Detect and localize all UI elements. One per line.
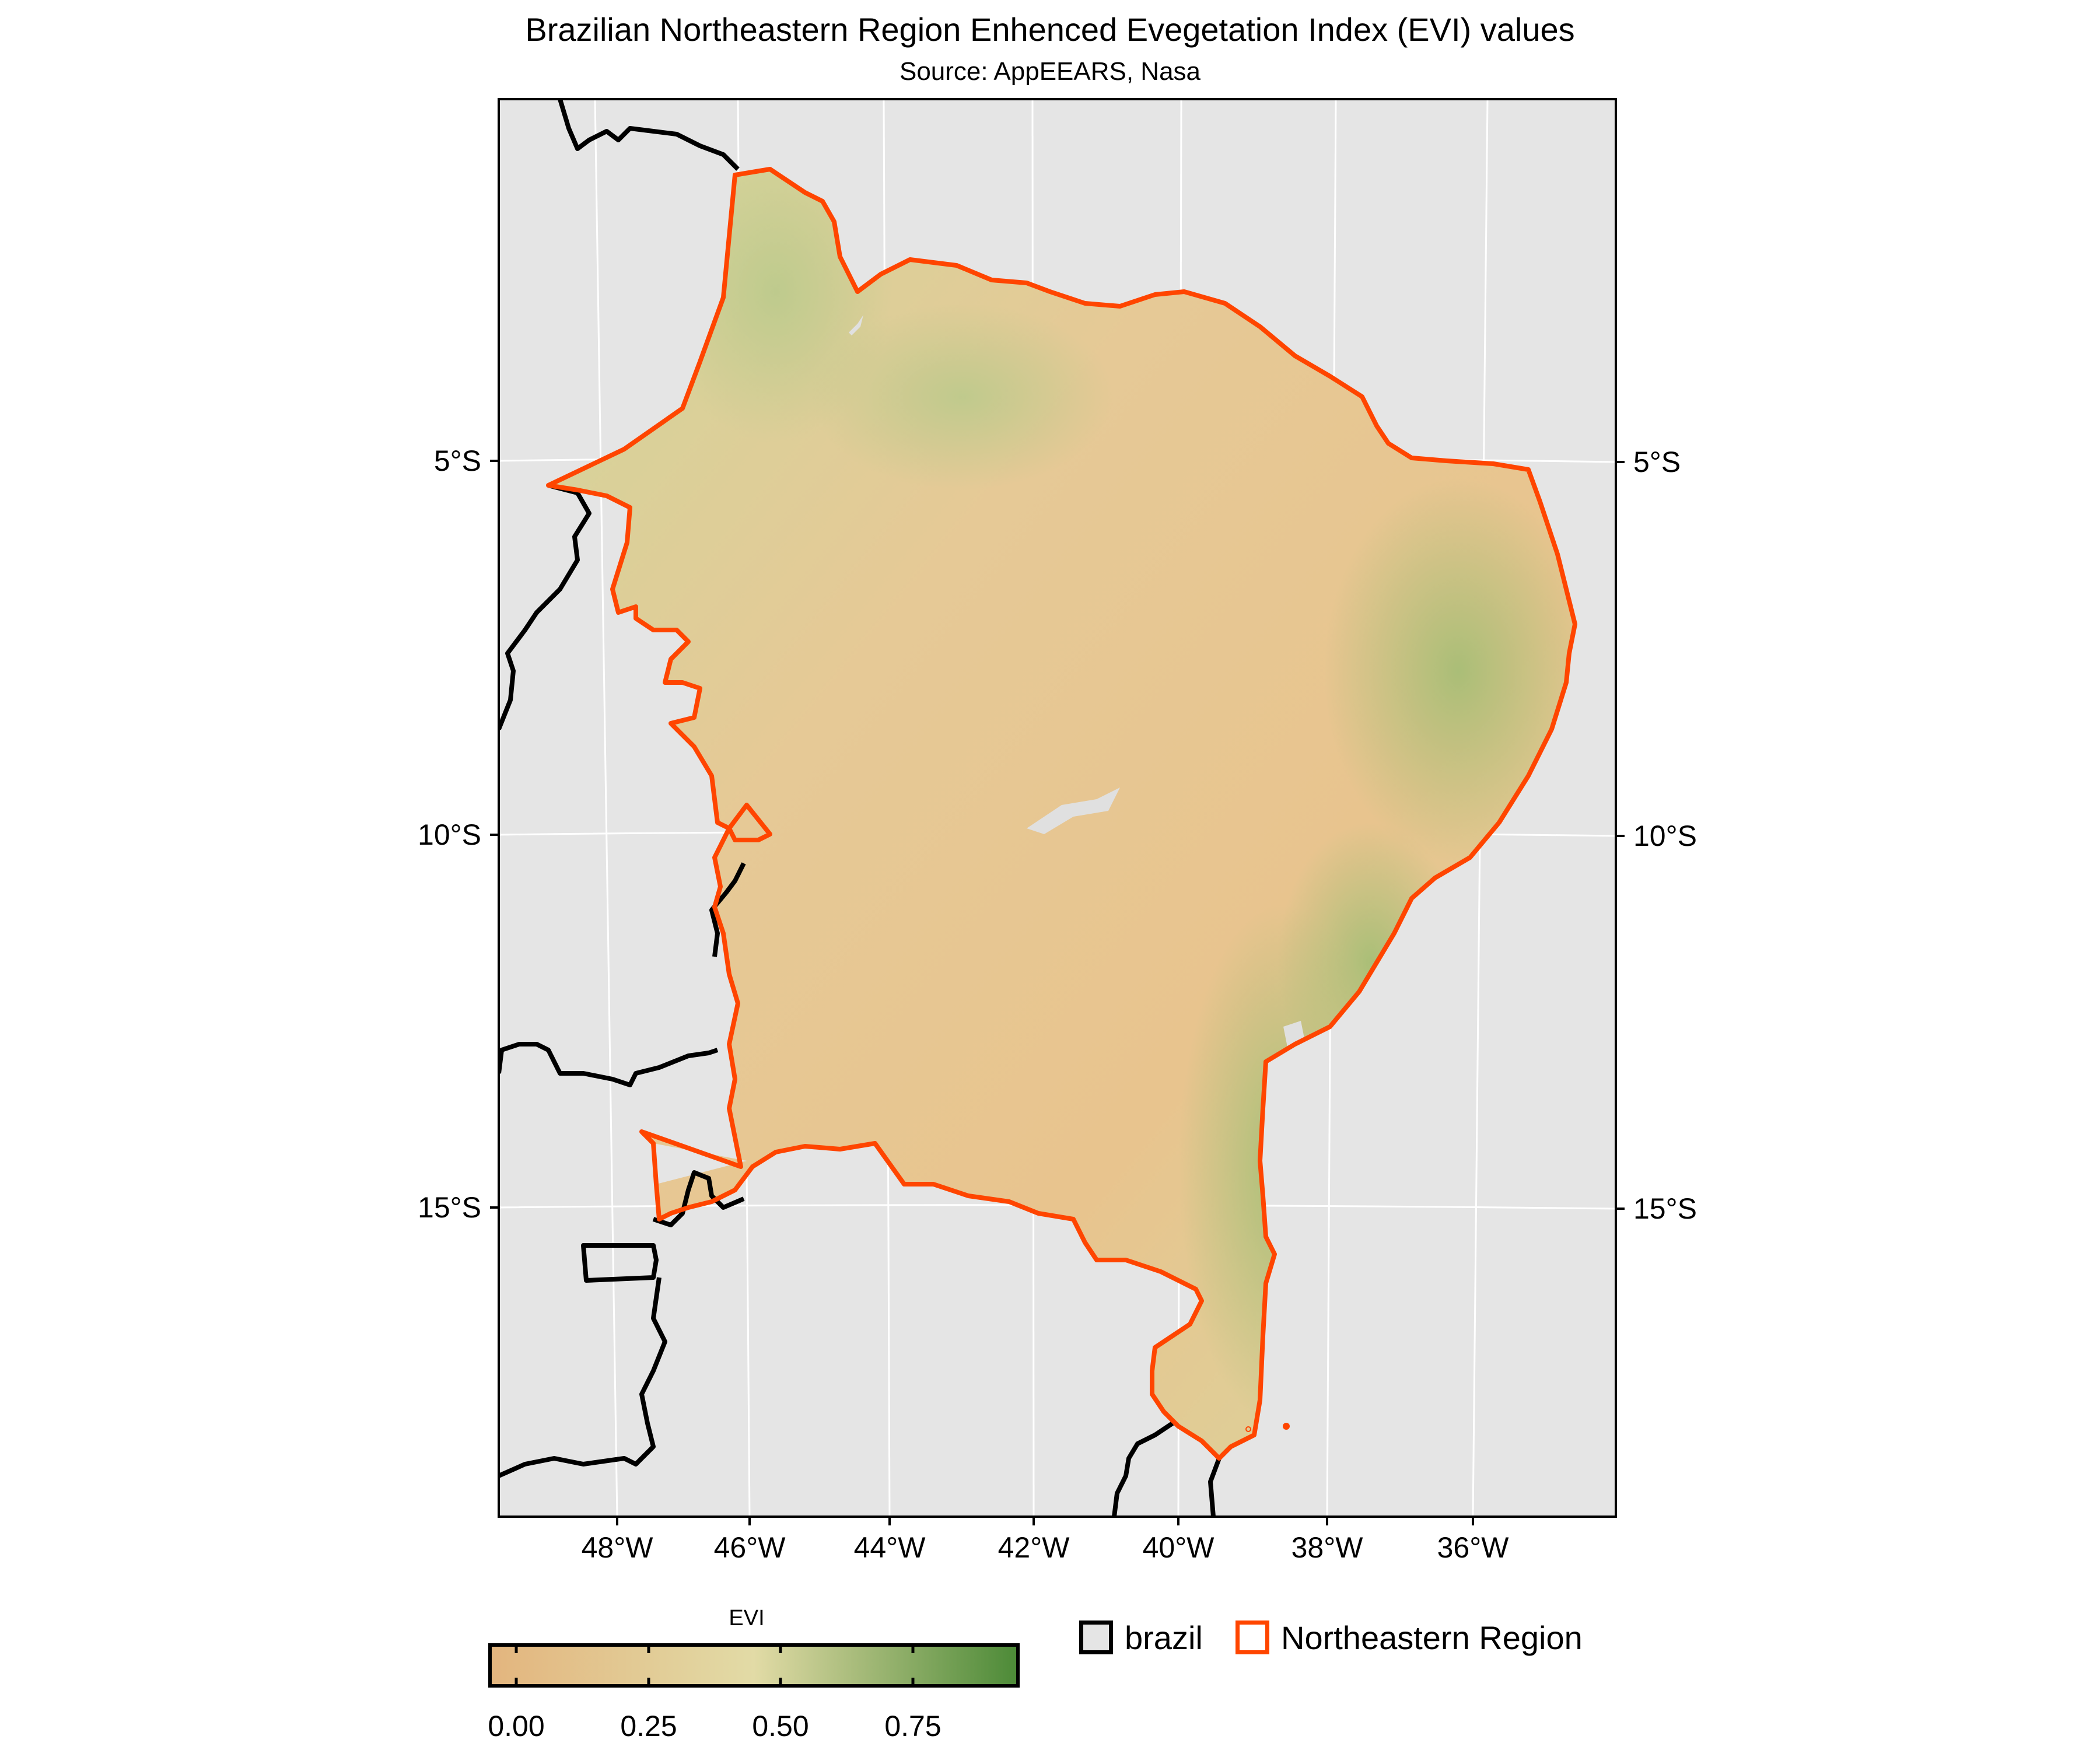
panel-frame <box>498 98 1617 1518</box>
legend-item-brazil: brazil <box>1079 1615 1203 1660</box>
brazil-borders <box>499 99 1222 1517</box>
y-tick-label-15s-left: 15°S <box>418 1191 481 1224</box>
map-subtitle: Source: AppEEARS, Nasa <box>899 57 1201 86</box>
y-tick-label-10s-left: 10°S <box>418 818 481 851</box>
colorbar-label-0: 0.00 <box>488 1710 545 1742</box>
legend-label-brazil: brazil <box>1125 1619 1203 1656</box>
y-tick-label-5s-left: 5°S <box>433 444 481 477</box>
x-tick-label-42w: 42°W <box>998 1531 1070 1564</box>
legend-item-northeastern-region: Northeastern Region <box>1236 1615 1583 1660</box>
island-marker <box>1283 1423 1290 1430</box>
northeastern-region-border <box>546 167 1577 1461</box>
x-tick-label-46w: 46°W <box>713 1531 786 1564</box>
axis-ticks <box>490 460 1625 1525</box>
colorbar-title: EVI <box>729 1606 765 1630</box>
x-tick-label-38w: 38°W <box>1291 1531 1363 1564</box>
y-tick-label-5s-right: 5°S <box>1633 446 1681 478</box>
x-tick-label-48w: 48°W <box>581 1531 653 1564</box>
y-tick-label-15s-right: 15°S <box>1633 1192 1697 1225</box>
legend-swatch-brazil <box>1079 1620 1113 1654</box>
x-tick-label-36w: 36°W <box>1437 1531 1509 1564</box>
legend-label-northeastern-region: Northeastern Region <box>1281 1619 1583 1656</box>
map-panel <box>499 99 1616 1517</box>
island-marker <box>1245 1426 1251 1432</box>
colorbar-ticks <box>514 1645 915 1686</box>
colorbar-label-025: 0.25 <box>620 1710 677 1742</box>
legend-swatch-northeastern-region <box>1236 1620 1269 1654</box>
x-tick-label-44w: 44°W <box>853 1531 926 1564</box>
map-title: Brazilian Northeastern Region Enhenced E… <box>525 11 1575 48</box>
colorbar-label-075: 0.75 <box>884 1710 942 1742</box>
colorbar <box>488 1643 1020 1688</box>
x-tick-label-40w: 40°W <box>1142 1531 1214 1564</box>
y-tick-label-10s-right: 10°S <box>1633 820 1697 852</box>
colorbar-label-050: 0.50 <box>752 1710 809 1742</box>
